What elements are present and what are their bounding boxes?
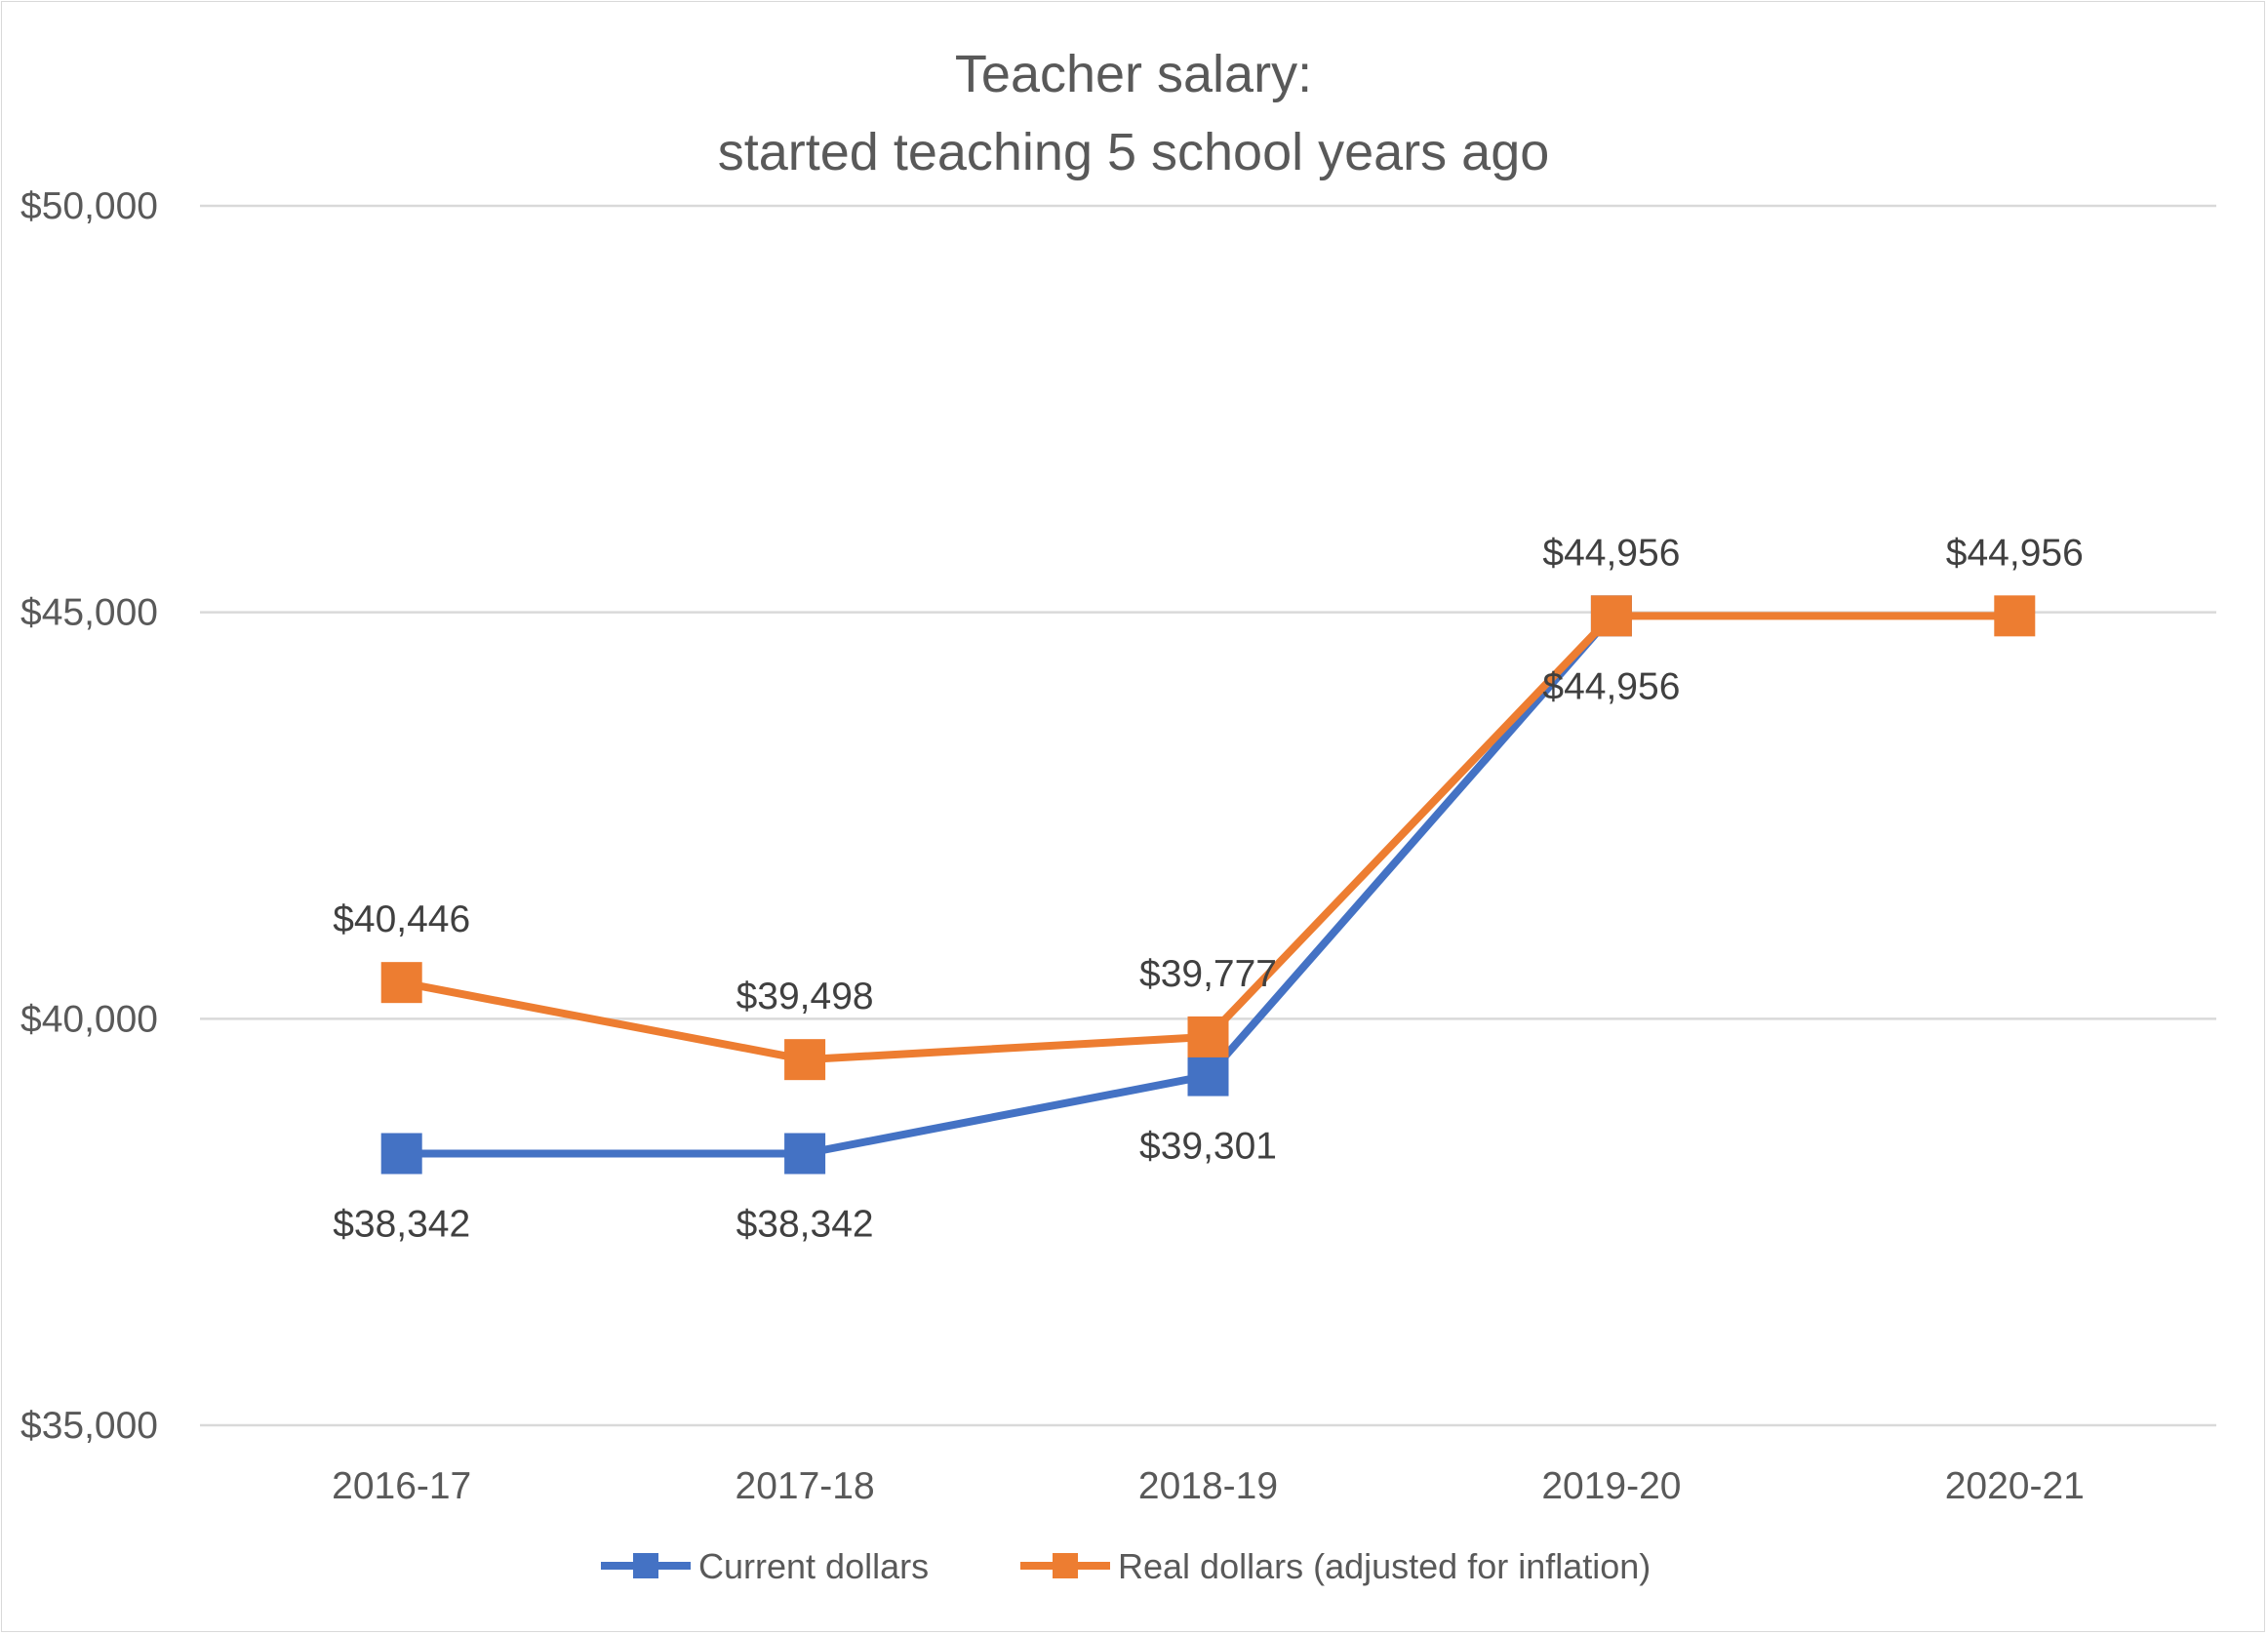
series-lines [380, 595, 2036, 1175]
legend-label: Real dollars (adjusted for inflation) [1118, 1546, 1651, 1586]
x-tick-label: 2017-18 [736, 1465, 875, 1507]
series-1-point [380, 1133, 422, 1175]
legend-item-2: Real dollars (adjusted for inflation) [1020, 1546, 1651, 1586]
y-tick-label: $45,000 [20, 592, 158, 634]
series-2-data-label: $40,446 [333, 898, 470, 940]
series-2-data-label: $44,956 [1946, 532, 2084, 574]
legend: Current dollars Real dollars (adjusted fo… [601, 1546, 1651, 1586]
series-1-data-label: $38,342 [333, 1204, 470, 1246]
chart-title: Teacher salary: started teaching 5 school… [718, 45, 1550, 181]
y-tick-label: $35,000 [20, 1405, 158, 1447]
legend-label: Current dollars [698, 1546, 929, 1586]
series-2-point [380, 962, 422, 1004]
y-axis-tick-labels: $35,000 $40,000 $45,000 $50,000 [20, 185, 158, 1447]
series-2-data-label: $39,498 [736, 976, 874, 1017]
series-2-data-label: $39,777 [1139, 953, 1277, 995]
x-tick-label: 2018-19 [1138, 1465, 1278, 1507]
x-tick-label: 2020-21 [1945, 1465, 2085, 1507]
x-tick-label: 2019-20 [1541, 1465, 1681, 1507]
series-1-data-label: $44,956 [1542, 665, 1680, 707]
series-1-point [784, 1133, 826, 1175]
series-2-point [1187, 1016, 1229, 1057]
series-2-point [1994, 595, 2036, 637]
chart-title-line-1: Teacher salary: [955, 45, 1312, 103]
series-1-point [1187, 1055, 1229, 1097]
legend-swatch-marker [633, 1553, 658, 1578]
chart-title-line-2: started teaching 5 school years ago [718, 123, 1550, 181]
gridlines [200, 204, 2216, 1427]
legend-item-1: Current dollars [601, 1546, 929, 1586]
data-labels: $38,342 $38,342 $39,301 $44,956 $40,446 $39,4… [333, 532, 2084, 1245]
series-1-data-label: $39,301 [1139, 1126, 1277, 1168]
y-tick-label: $40,000 [20, 998, 158, 1040]
series-2-point [784, 1039, 826, 1081]
x-axis-tick-labels: 2016-17 2017-18 2018-19 2019-20 2020-21 [332, 1465, 2085, 1507]
y-tick-label: $50,000 [20, 185, 158, 227]
series-2-data-label: $44,956 [1542, 532, 1680, 574]
legend-swatch-marker [1053, 1553, 1078, 1578]
x-tick-label: 2016-17 [332, 1465, 471, 1507]
series-line-1 [397, 612, 1615, 1158]
series-1-data-label: $38,342 [736, 1204, 874, 1246]
series-2-point [1590, 595, 1632, 637]
